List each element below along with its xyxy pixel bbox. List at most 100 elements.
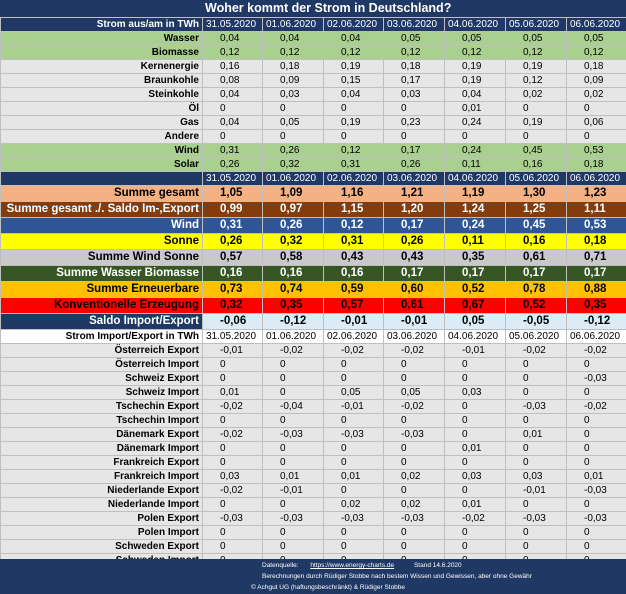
value-cell[interactable]: 0,17	[383, 265, 445, 282]
value-cell[interactable]: -0,02	[505, 343, 567, 358]
value-cell[interactable]: -0,02	[202, 483, 263, 498]
value-cell[interactable]: 0,58	[262, 249, 324, 266]
value-cell[interactable]: 1,20	[383, 201, 445, 218]
source-link[interactable]: https://www.energy-charts.de	[310, 562, 395, 569]
value-cell[interactable]: 0,18	[262, 59, 324, 74]
value-cell[interactable]: 0	[566, 427, 626, 442]
value-cell[interactable]: 0,24	[444, 115, 506, 130]
value-cell[interactable]: 0,16	[323, 265, 384, 282]
value-cell[interactable]: 0,61	[383, 297, 445, 314]
value-cell[interactable]: 0,57	[323, 297, 384, 314]
value-cell[interactable]: -0,02	[262, 343, 324, 358]
value-cell[interactable]: 0,01	[262, 469, 324, 484]
value-cell[interactable]: -0,03	[566, 371, 626, 386]
value-cell[interactable]: 0,99	[202, 201, 263, 218]
value-cell[interactable]: 1,19	[444, 185, 506, 202]
row-label[interactable]: Summe gesamt	[0, 185, 203, 202]
row-label[interactable]: Konventionelle Erzeugung	[0, 297, 203, 314]
value-cell[interactable]: 0	[262, 413, 324, 428]
value-cell[interactable]: 0	[505, 525, 567, 540]
value-cell[interactable]: 0,78	[505, 281, 567, 298]
value-cell[interactable]: 0	[505, 455, 567, 470]
value-cell[interactable]: 0	[323, 357, 384, 372]
value-cell[interactable]: 0	[262, 441, 324, 456]
row-label[interactable]: Schweiz Import	[0, 385, 203, 400]
date-header-cell[interactable]: 06.06.2020	[566, 17, 626, 32]
date-header-cell[interactable]: 03.06.2020	[383, 171, 445, 186]
value-cell[interactable]: 0,17	[566, 265, 626, 282]
value-cell[interactable]: 0,11	[444, 157, 506, 172]
value-cell[interactable]: 0	[444, 539, 506, 554]
value-cell[interactable]: 0,74	[262, 281, 324, 298]
row-label[interactable]: Wasser	[0, 31, 203, 46]
value-cell[interactable]: 0,17	[444, 265, 506, 282]
value-cell[interactable]: 0,05	[262, 115, 324, 130]
value-cell[interactable]: -0,02	[383, 399, 445, 414]
value-cell[interactable]: -0,02	[323, 343, 384, 358]
value-cell[interactable]: 0	[323, 129, 384, 144]
value-cell[interactable]: -0,06	[202, 313, 263, 330]
value-cell[interactable]: 0,26	[383, 233, 445, 250]
value-cell[interactable]: 0	[444, 129, 506, 144]
value-cell[interactable]: 0,19	[323, 115, 384, 130]
date-header-cell[interactable]: 03.06.2020	[383, 329, 445, 344]
row-label[interactable]: Tschechin Export	[0, 399, 203, 414]
date-header-cell[interactable]: 05.06.2020	[505, 329, 567, 344]
value-cell[interactable]: 0	[444, 455, 506, 470]
row-label[interactable]: Gas	[0, 115, 203, 130]
value-cell[interactable]: 0	[383, 371, 445, 386]
value-cell[interactable]: -0,03	[323, 511, 384, 526]
value-cell[interactable]: 0,05	[444, 31, 506, 46]
value-cell[interactable]: 0,04	[202, 115, 263, 130]
date-header-cell[interactable]: 06.06.2020	[566, 329, 626, 344]
value-cell[interactable]: 0,45	[505, 143, 567, 158]
row-label[interactable]: Schweden Export	[0, 539, 203, 554]
value-cell[interactable]: 0,18	[566, 157, 626, 172]
value-cell[interactable]: 0,05	[323, 385, 384, 400]
value-cell[interactable]: 0,02	[566, 87, 626, 102]
value-cell[interactable]: -0,03	[505, 511, 567, 526]
value-cell[interactable]: 0,71	[566, 249, 626, 266]
value-cell[interactable]: -0,02	[202, 399, 263, 414]
value-cell[interactable]: 0,24	[444, 143, 506, 158]
value-cell[interactable]: 0,09	[262, 73, 324, 88]
row-label[interactable]: Wind	[0, 143, 203, 158]
value-cell[interactable]: 0,53	[566, 217, 626, 234]
value-cell[interactable]: 0	[444, 427, 506, 442]
value-cell[interactable]: 1,30	[505, 185, 567, 202]
value-cell[interactable]: 0,26	[383, 157, 445, 172]
value-cell[interactable]: 0,16	[202, 59, 263, 74]
value-cell[interactable]: 0,61	[505, 249, 567, 266]
row-label[interactable]: Dänemark Import	[0, 441, 203, 456]
value-cell[interactable]: 0,19	[505, 59, 567, 74]
value-cell[interactable]: 0,03	[202, 469, 263, 484]
date-header-cell[interactable]: 02.06.2020	[323, 17, 384, 32]
value-cell[interactable]: 0	[202, 497, 263, 512]
value-cell[interactable]: 0,31	[202, 217, 263, 234]
value-cell[interactable]: 1,05	[202, 185, 263, 202]
value-cell[interactable]: 0	[383, 483, 445, 498]
value-cell[interactable]: 0,03	[444, 385, 506, 400]
value-cell[interactable]: 0,19	[444, 73, 506, 88]
value-cell[interactable]: 0,53	[566, 143, 626, 158]
value-cell[interactable]: 0	[566, 539, 626, 554]
value-cell[interactable]: 0	[505, 129, 567, 144]
value-cell[interactable]: 0,01	[505, 427, 567, 442]
row-label[interactable]: Strom Import/Export in TWh	[0, 329, 203, 344]
value-cell[interactable]: 1,21	[383, 185, 445, 202]
value-cell[interactable]: 0,26	[262, 143, 324, 158]
value-cell[interactable]: 0,16	[202, 265, 263, 282]
value-cell[interactable]: 0,05	[566, 31, 626, 46]
value-cell[interactable]: -0,03	[383, 427, 445, 442]
value-cell[interactable]: 0,19	[505, 115, 567, 130]
value-cell[interactable]: 0	[505, 413, 567, 428]
value-cell[interactable]: 0	[566, 497, 626, 512]
value-cell[interactable]: 0,73	[202, 281, 263, 298]
row-label[interactable]: Schweiz Export	[0, 371, 203, 386]
date-header-cell[interactable]: 01.06.2020	[262, 329, 324, 344]
value-cell[interactable]: 0	[383, 101, 445, 116]
date-header-cell[interactable]: 02.06.2020	[323, 171, 384, 186]
row-label[interactable]: Summe gesamt ./. Saldo Im-,Export	[0, 201, 203, 218]
value-cell[interactable]: -0,03	[202, 511, 263, 526]
value-cell[interactable]: 0	[323, 441, 384, 456]
